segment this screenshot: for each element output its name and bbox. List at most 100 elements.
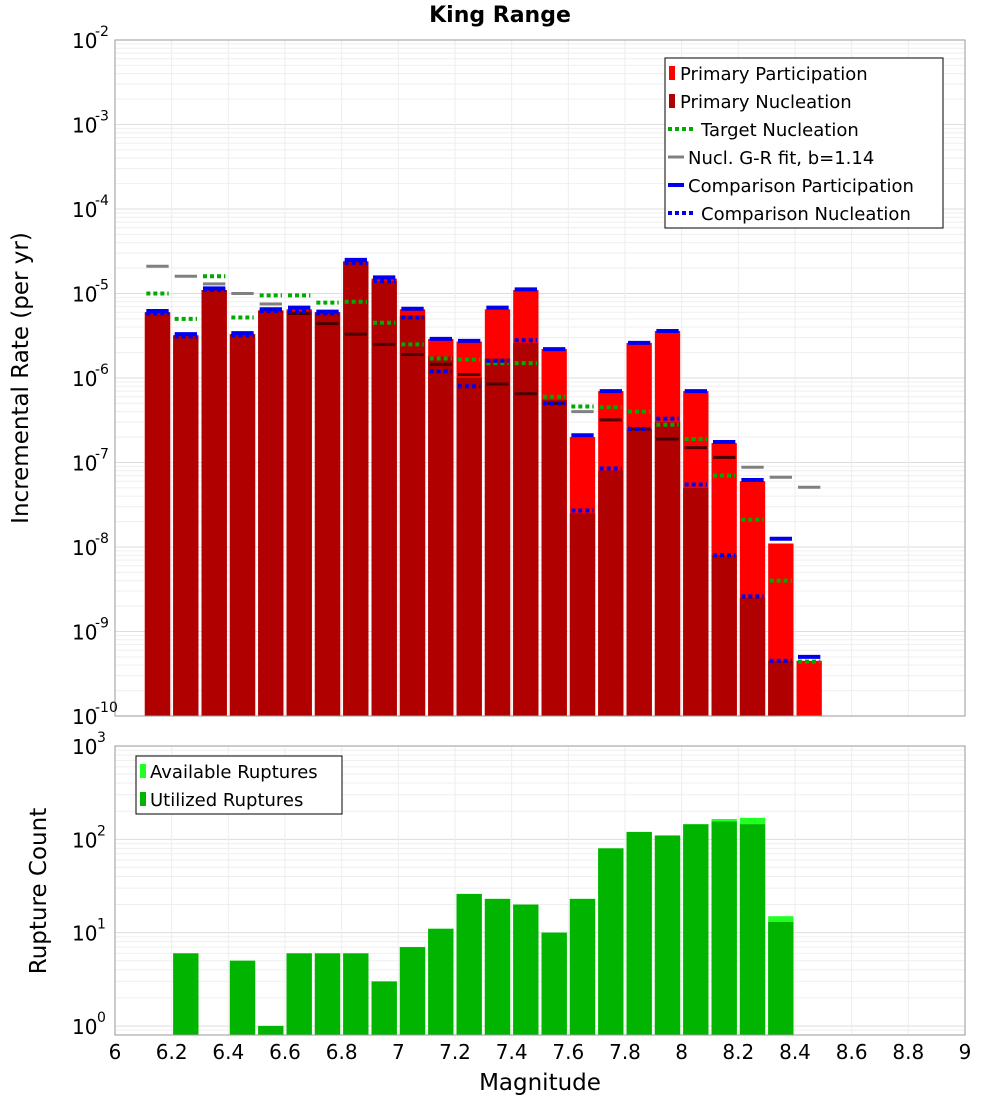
x-tick-label: 8.6 — [836, 1040, 868, 1064]
bar-utilized-ruptures — [739, 824, 766, 1035]
legend-swatch-primary-participation — [669, 66, 675, 80]
bottom-y-tick-exponent: 3 — [97, 730, 106, 746]
bar-primary-nucleation — [258, 310, 284, 716]
top-plot-frame — [114, 39, 966, 717]
legend-swatch-available-ruptures — [140, 764, 146, 778]
x-tick-label: 7.4 — [496, 1040, 528, 1064]
bar-utilized-ruptures — [513, 904, 539, 1035]
x-tick-label: 6.8 — [326, 1040, 358, 1064]
bar-utilized-ruptures — [626, 831, 652, 1035]
x-tick-label: 9 — [959, 1040, 972, 1064]
x-tick-label: 6.4 — [212, 1040, 244, 1064]
bottom-y-tick-exponent: 0 — [97, 1010, 106, 1026]
top-y-tick-exponent: -9 — [95, 616, 109, 632]
x-tick-label: 6.6 — [269, 1040, 301, 1064]
top-plot-grid — [115, 40, 966, 717]
top-y-tick-exponent: -8 — [95, 531, 109, 547]
top-legend: Primary Participation Primary Nucleation… — [664, 57, 944, 229]
chart-title: King Range — [429, 3, 571, 28]
bar-primary-nucleation — [541, 399, 567, 716]
top-y-tick-exponent: -7 — [95, 447, 109, 463]
bar-utilized-ruptures — [484, 898, 511, 1035]
bar-utilized-ruptures — [343, 953, 369, 1035]
x-axis-title: Magnitude — [479, 1070, 601, 1096]
top-legend-box — [664, 57, 944, 229]
bottom-y-tick-base: 10 — [72, 922, 97, 946]
bottom-legend: Available Ruptures Utilized Ruptures — [135, 755, 343, 815]
top-plot-bars — [144, 261, 822, 716]
bar-primary-nucleation — [484, 358, 511, 716]
legend-swatch-utilized-ruptures — [140, 792, 146, 806]
x-tick-label: 7 — [392, 1040, 405, 1064]
bar-utilized-ruptures — [569, 898, 596, 1035]
bar-utilized-ruptures — [399, 947, 426, 1035]
bar-utilized-ruptures — [371, 981, 397, 1035]
legend-label-gr-fit: Nucl. G-R fit, b=1.14 — [688, 148, 874, 169]
bar-primary-nucleation — [626, 428, 652, 716]
bottom-y-tick-base: 10 — [72, 1015, 97, 1039]
top-y-tick-base: 10 — [72, 367, 97, 391]
bar-primary-nucleation — [229, 334, 256, 716]
bar-primary-nucleation — [456, 378, 482, 716]
x-tick-label: 8.2 — [722, 1040, 754, 1064]
bar-primary-nucleation — [739, 597, 766, 716]
bottom-y-tick-base: 10 — [72, 828, 97, 852]
bar-primary-nucleation — [201, 290, 227, 716]
top-y-tick-exponent: -3 — [95, 109, 109, 125]
top-y-tick-base: 10 — [72, 452, 97, 476]
top-y-tick-exponent: -5 — [95, 278, 109, 294]
top-y-tick-base: 10 — [72, 283, 97, 307]
top-y-tick-base: 10 — [72, 198, 97, 222]
bar-utilized-ruptures — [598, 848, 624, 1035]
x-tick-label: 7.2 — [439, 1040, 471, 1064]
bar-primary-nucleation — [314, 312, 341, 716]
bar-utilized-ruptures — [541, 932, 567, 1035]
bar-primary-nucleation — [173, 335, 199, 716]
top-plot-markers — [146, 257, 821, 664]
top-y-tick-exponent: -6 — [95, 362, 109, 378]
bar-primary-nucleation — [513, 342, 539, 716]
top-y-tick-base: 10 — [72, 114, 97, 138]
top-y-tick-base: 10 — [72, 705, 97, 729]
bar-utilized-ruptures — [456, 893, 482, 1035]
top-y-tick-exponent: -10 — [95, 700, 118, 716]
bar-utilized-ruptures — [683, 824, 709, 1035]
bar-utilized-ruptures — [428, 928, 454, 1035]
legend-label-primary-nucleation: Primary Nucleation — [680, 92, 852, 113]
bar-utilized-ruptures — [711, 821, 737, 1035]
x-tick-label: 7.8 — [609, 1040, 641, 1064]
bar-primary-nucleation — [343, 261, 369, 716]
legend-label-comparison-participation: Comparison Participation — [688, 176, 914, 197]
bottom-y-axis-title: Rupture Count — [26, 808, 52, 974]
bar-primary-nucleation — [144, 312, 171, 716]
top-y-axis-title: Incremental Rate (per yr) — [8, 232, 34, 524]
legend-label-utilized-ruptures: Utilized Ruptures — [150, 790, 303, 811]
bar-primary-nucleation — [683, 487, 709, 716]
bar-utilized-ruptures — [229, 960, 256, 1035]
bottom-y-tick-base: 10 — [72, 735, 97, 759]
bar-primary-nucleation — [598, 470, 624, 716]
bottom-plot-frame — [114, 745, 966, 1036]
x-tick-label: 8.4 — [779, 1040, 811, 1064]
bar-primary-nucleation — [711, 555, 737, 716]
bar-utilized-ruptures — [286, 953, 312, 1035]
bar-primary-nucleation — [428, 356, 454, 716]
bar-primary-participation — [796, 660, 822, 716]
x-tick-label: 6.2 — [156, 1040, 188, 1064]
top-y-tick-base: 10 — [72, 536, 97, 560]
bar-utilized-ruptures — [654, 835, 681, 1035]
x-tick-label: 7.6 — [552, 1040, 584, 1064]
legend-label-target-nucleation: Target Nucleation — [700, 120, 859, 141]
bottom-plot-bars — [173, 817, 794, 1035]
top-y-tick-base: 10 — [72, 29, 97, 53]
bar-utilized-ruptures — [768, 922, 794, 1035]
bottom-legend-box — [135, 755, 343, 815]
bar-utilized-ruptures — [258, 1025, 284, 1035]
bar-primary-nucleation — [399, 315, 426, 716]
bottom-y-tick-exponent: 2 — [97, 823, 106, 839]
bar-primary-nucleation — [371, 281, 397, 716]
top-y-tick-base: 10 — [72, 621, 97, 645]
